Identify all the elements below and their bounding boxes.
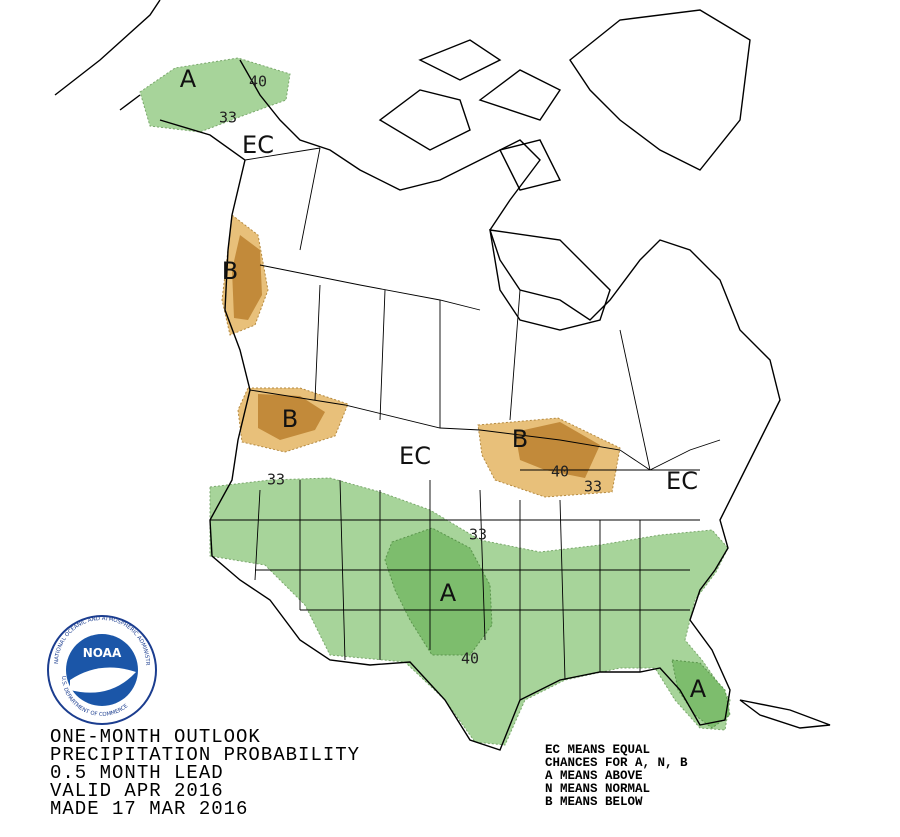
region-label: B bbox=[222, 257, 238, 285]
region-label: B bbox=[282, 405, 298, 433]
title-line: ONE-MONTH OUTLOOK bbox=[50, 726, 261, 748]
logo-gull bbox=[70, 667, 136, 693]
region-label: EC bbox=[666, 467, 698, 495]
province-lines bbox=[299, 147, 651, 471]
coastline bbox=[54, 0, 781, 751]
below-region-bc-40 bbox=[232, 235, 262, 320]
title-line: 0.5 MONTH LEAD bbox=[50, 762, 224, 784]
contour-label: 40 bbox=[249, 73, 267, 91]
legend-line: EC MEANS EQUAL bbox=[545, 743, 650, 757]
region-label: B bbox=[512, 425, 528, 453]
below-region-nw-40 bbox=[258, 394, 325, 440]
region-label: A bbox=[180, 65, 197, 93]
region-label: A bbox=[440, 579, 457, 607]
region-label: EC bbox=[242, 131, 274, 159]
contour-label: 40 bbox=[461, 650, 479, 668]
title-line: PRECIPITATION PROBABILITY bbox=[50, 744, 360, 766]
hudson-bay bbox=[489, 229, 611, 331]
legend-line: B MEANS BELOW bbox=[545, 795, 643, 809]
cuba bbox=[739, 699, 831, 729]
legend-line: CHANCES FOR A, N, B bbox=[545, 756, 688, 770]
region-label: EC bbox=[399, 442, 431, 470]
region-label: A bbox=[690, 675, 707, 703]
contour-label: 33 bbox=[469, 526, 487, 544]
logo-name: NOAA bbox=[83, 646, 122, 660]
contour-label: 33 bbox=[219, 109, 237, 127]
us-canada-border bbox=[244, 147, 721, 471]
below-region-great-lakes-40 bbox=[515, 422, 600, 478]
contour-label: 40 bbox=[551, 463, 569, 481]
above-region-central-40 bbox=[384, 527, 493, 656]
title-line: MADE 17 MAR 2016 bbox=[50, 798, 248, 820]
above-region-alaska bbox=[139, 57, 291, 133]
contour-label: 33 bbox=[267, 471, 285, 489]
arctic-islands bbox=[378, 39, 562, 191]
legend-line: A MEANS ABOVE bbox=[545, 769, 643, 783]
contour-label: 33 bbox=[584, 478, 602, 496]
legend-line: N MEANS NORMAL bbox=[545, 782, 650, 796]
greenland bbox=[569, 9, 751, 171]
title-line: VALID APR 2016 bbox=[50, 780, 224, 802]
state-lines bbox=[210, 469, 700, 700]
